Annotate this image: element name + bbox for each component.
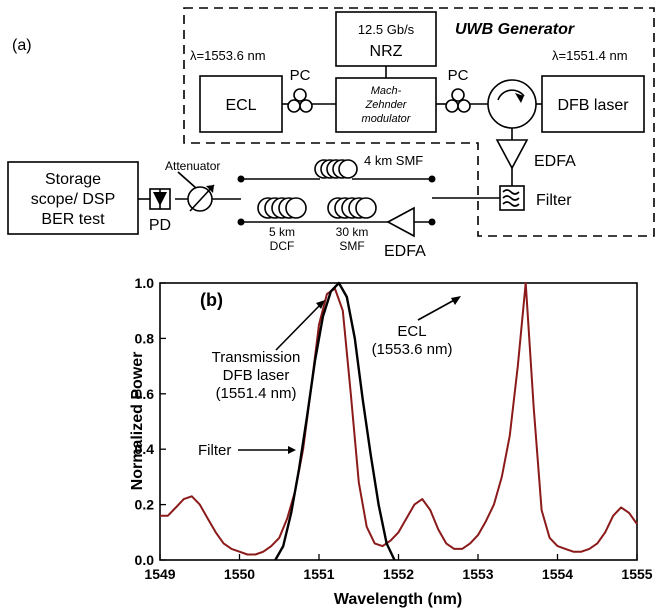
nrz-rate-label: 12.5 Gb/s (358, 22, 415, 37)
edfa-top-label: EDFA (534, 153, 576, 170)
scope-line3: BER test (41, 211, 105, 228)
mzm-box (335, 77, 437, 133)
attenuator-label: Attenuator (165, 159, 220, 173)
pc-right-label: PC (448, 67, 469, 84)
x-tick-label: 1550 (224, 566, 255, 582)
mzm-line1: Mach- (371, 85, 402, 97)
dfb-wavelength-label: λ=1551.4 nm (552, 48, 628, 63)
filter-label: Filter (536, 192, 572, 209)
smf-30km-line1: 30 km (336, 225, 369, 239)
dfb-laser-box (541, 75, 645, 133)
panel-a-schematic: (a) UWB Generator λ=1553.6 nm λ=1551.4 n… (7, 7, 655, 260)
dfb-laser-label: DFB laser (557, 97, 629, 114)
y-tick-label: 0.0 (135, 552, 155, 568)
photodetector-icon (149, 188, 171, 210)
x-axis-label: Wavelength (nm) (334, 591, 462, 608)
x-tick-label: 1549 (144, 566, 175, 582)
smf-30km-spool-icon (327, 197, 377, 219)
edfa-bottom-icon (386, 206, 415, 238)
circulator-icon (487, 79, 537, 129)
x-tick-label: 1551 (303, 566, 334, 582)
dcf-line1: 5 km (269, 225, 295, 239)
smf-4km-label: 4 km SMF (364, 153, 423, 168)
edfa-bottom-label: EDFA (384, 243, 426, 260)
annotation-dfb-arrow (275, 302, 323, 351)
uwb-generator-frame (183, 7, 655, 237)
uwb-generator-title: UWB Generator (455, 21, 575, 38)
smf-30km-line2: SMF (339, 239, 364, 253)
scope-line1: Storage (45, 171, 101, 188)
annotation-ecl-line2: (1553.6 nm) (372, 341, 453, 358)
dcf-5km-spool-icon (257, 197, 307, 219)
polarization-controller-left-icon (287, 88, 313, 113)
x-tick-label: 1552 (383, 566, 414, 582)
annotation-filter: Filter (198, 442, 231, 459)
nrz-label: NRZ (370, 43, 403, 60)
x-tick-label: 1555 (621, 566, 652, 582)
variable-attenuator-icon (187, 184, 215, 212)
annotation-dfb-line2: DFB laser (223, 367, 290, 384)
annotation-dfb-line1: Transmission (212, 349, 301, 366)
edfa-top-icon (495, 139, 529, 170)
filter-series-line (274, 281, 396, 561)
x-axis-ticks: 1549 1550 1551 1552 1553 1554 1555 (144, 554, 653, 582)
smf-4km-spool-icon (314, 159, 358, 179)
x-tick-label: 1553 (462, 566, 493, 582)
annotation-ecl-arrow (417, 297, 459, 321)
polarization-controller-right-icon (445, 88, 471, 113)
panel-a-label: (a) (12, 37, 32, 54)
y-axis-label: Normalized Power (129, 352, 146, 491)
mzm-line2: Zehnder (365, 99, 408, 111)
dcf-line2: DCF (270, 239, 295, 253)
pd-label: PD (149, 217, 171, 234)
spectrum-series-line (160, 282, 638, 556)
y-tick-label: 0.4 (135, 441, 155, 457)
panel-b-label: (b) (200, 290, 223, 310)
ecl-label: ECL (225, 97, 256, 114)
annotation-dfb-line3: (1551.4 nm) (216, 385, 297, 402)
ecl-box (199, 75, 283, 133)
y-tick-label: 0.2 (135, 497, 155, 513)
y-axis-ticks: 0.0 0.2 0.4 0.6 0.8 1.0 (135, 275, 166, 568)
scope-line2: scope/ DSP (31, 191, 115, 208)
storage-scope-box (7, 161, 139, 235)
annotation-ecl-line1: ECL (397, 323, 426, 340)
mzm-line3: modulator (362, 113, 412, 125)
pc-left-label: PC (290, 67, 311, 84)
ecl-wavelength-label: λ=1553.6 nm (190, 48, 266, 63)
y-tick-label: 0.6 (135, 386, 155, 402)
y-tick-label: 1.0 (135, 275, 155, 291)
x-tick-label: 1554 (542, 566, 573, 582)
series-layer (160, 281, 638, 561)
panel-b-chart: 1549 1550 1551 1552 1553 1554 1555 0.00.20.40.… (129, 275, 653, 608)
optical-filter-icon (499, 185, 525, 211)
y-tick-label: 0.8 (135, 330, 155, 346)
